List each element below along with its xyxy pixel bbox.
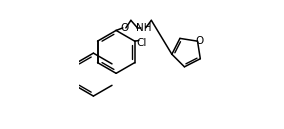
Text: NH: NH	[136, 23, 152, 33]
Text: O: O	[120, 23, 128, 33]
Text: Cl: Cl	[137, 38, 147, 48]
Text: O: O	[196, 35, 204, 46]
